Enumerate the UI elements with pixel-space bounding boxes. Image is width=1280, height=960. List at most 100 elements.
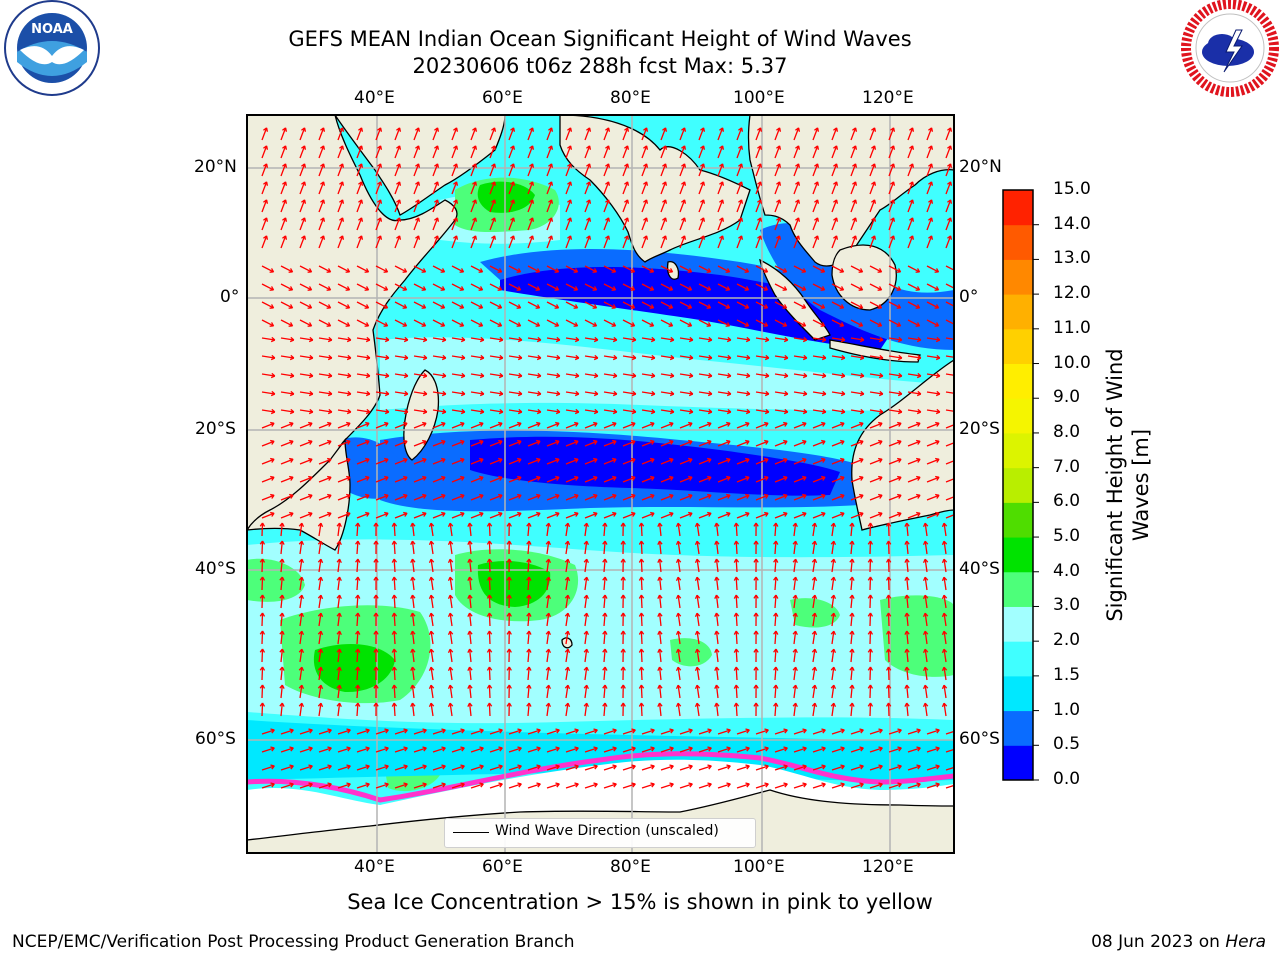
wave-direction-arrow <box>488 540 491 555</box>
wave-direction-arrow <box>603 512 617 519</box>
wave-direction-arrow <box>413 355 427 359</box>
wave-direction-arrowhead <box>526 702 532 707</box>
svg-text:NOAA: NOAA <box>31 22 73 37</box>
wave-direction-arrowhead <box>849 612 855 617</box>
wave-direction-arrowhead <box>574 782 579 788</box>
wave-direction-arrowhead <box>605 163 611 168</box>
wave-direction-arrowhead <box>327 408 333 415</box>
wave-direction-arrowhead <box>373 684 379 689</box>
wave-direction-arrowhead <box>688 354 694 361</box>
wave-direction-arrowhead <box>922 594 929 600</box>
wave-direction-arrow <box>527 409 541 413</box>
wave-direction-arrowhead <box>830 684 837 690</box>
wave-direction-arrow <box>660 440 674 447</box>
wave-direction-arrow <box>261 163 268 177</box>
colorbar-segment <box>1003 502 1033 538</box>
wave-direction-arrowhead <box>384 746 389 752</box>
wave-direction-arrow <box>432 181 439 195</box>
wave-direction-arrow <box>449 577 453 591</box>
colorbar-frame <box>1002 189 1034 781</box>
wave-direction-arrow <box>793 729 807 735</box>
wave-direction-arrowhead <box>555 746 560 752</box>
wave-direction-arrowhead <box>346 390 352 397</box>
wave-direction-arrow <box>527 648 530 663</box>
wave-direction-arrowhead <box>602 540 608 545</box>
wave-direction-arrowhead <box>345 322 351 327</box>
wave-direction-arrowhead <box>726 457 731 463</box>
wave-direction-arrow <box>337 373 351 377</box>
wave-direction-arrow <box>527 217 534 231</box>
wave-direction-arrow <box>736 476 750 483</box>
wave-direction-arrow <box>679 265 692 273</box>
wave-direction-arrow <box>812 729 826 735</box>
wave-direction-arrow <box>565 649 569 663</box>
wave-direction-arrow <box>337 595 341 609</box>
wave-direction-arrow <box>679 440 693 447</box>
wave-direction-arrowhead <box>726 336 732 343</box>
wave-direction-arrow <box>375 283 388 291</box>
wave-direction-arrowhead <box>830 576 837 582</box>
wave-direction-arrow <box>299 729 313 735</box>
wave-direction-arrowhead <box>479 336 485 343</box>
wave-direction-arrowhead <box>355 558 361 563</box>
wave-direction-arrowhead <box>308 372 314 379</box>
wave-direction-arrowhead <box>517 764 522 770</box>
wave-direction-arrowhead <box>564 522 571 528</box>
wave-direction-arrow <box>449 559 453 573</box>
wave-direction-arrow <box>888 458 902 465</box>
wave-direction-arrow <box>356 522 359 537</box>
wave-direction-arrowhead <box>358 199 364 204</box>
wave-direction-arrowhead <box>564 648 571 654</box>
wave-direction-arrowhead <box>491 163 497 168</box>
wave-direction-arrow <box>926 391 940 395</box>
wave-direction-arrowhead <box>839 304 845 309</box>
wave-direction-arrow <box>280 199 287 213</box>
wave-direction-arrowhead <box>583 612 589 618</box>
wave-direction-arrow <box>755 301 768 309</box>
wave-direction-arrowhead <box>714 648 720 653</box>
wave-direction-arrow <box>394 476 408 483</box>
wave-direction-arrow <box>318 523 322 537</box>
wave-direction-arrow <box>641 729 655 735</box>
wave-direction-arrowhead <box>583 540 589 546</box>
wave-direction-arrowhead <box>583 558 589 564</box>
wave-direction-arrow <box>831 265 844 273</box>
wave-direction-arrow <box>318 458 332 465</box>
wave-direction-arrowhead <box>317 702 324 708</box>
wave-direction-arrowhead <box>630 322 636 327</box>
wave-direction-arrow <box>394 494 408 501</box>
wave-direction-arrowhead <box>282 181 288 186</box>
wave-direction-arrowhead <box>852 235 858 240</box>
wave-direction-arrow <box>375 476 389 483</box>
wave-direction-arrow <box>413 337 427 341</box>
wave-direction-arrow <box>451 301 464 309</box>
wave-direction-arrowhead <box>479 390 485 397</box>
wave-direction-arrowhead <box>498 475 503 481</box>
wave-direction-arrowhead <box>897 421 902 427</box>
wave-direction-arrow <box>603 594 606 609</box>
wave-direction-arrow <box>299 649 303 663</box>
wave-direction-arrow <box>622 476 636 483</box>
wave-direction-arrow <box>926 512 940 519</box>
wave-direction-arrowhead <box>885 576 892 581</box>
wave-direction-arrow <box>622 729 636 735</box>
wave-direction-arrow <box>565 199 572 213</box>
wave-direction-arrowhead <box>909 145 915 150</box>
colorbar-segment <box>1003 537 1033 573</box>
wave-direction-arrow <box>432 319 445 327</box>
wave-direction-arrowhead <box>688 746 693 752</box>
wave-direction-arrow <box>926 747 940 753</box>
wave-direction-arrow <box>451 440 465 447</box>
wave-direction-arrowhead <box>612 475 617 481</box>
wave-direction-arrowhead <box>782 322 788 327</box>
wave-direction-arrowhead <box>498 746 503 752</box>
wave-direction-arrowhead <box>878 354 884 361</box>
wave-direction-arrow <box>299 512 313 519</box>
wave-direction-arrowhead <box>878 457 883 463</box>
wave-direction-arrowhead <box>612 782 617 788</box>
wave-direction-arrowhead <box>326 322 332 327</box>
wave-direction-arrowhead <box>840 390 846 397</box>
wave-direction-arrow <box>812 440 826 447</box>
wave-direction-arrowhead <box>555 457 560 463</box>
wave-direction-arrowhead <box>428 666 435 672</box>
